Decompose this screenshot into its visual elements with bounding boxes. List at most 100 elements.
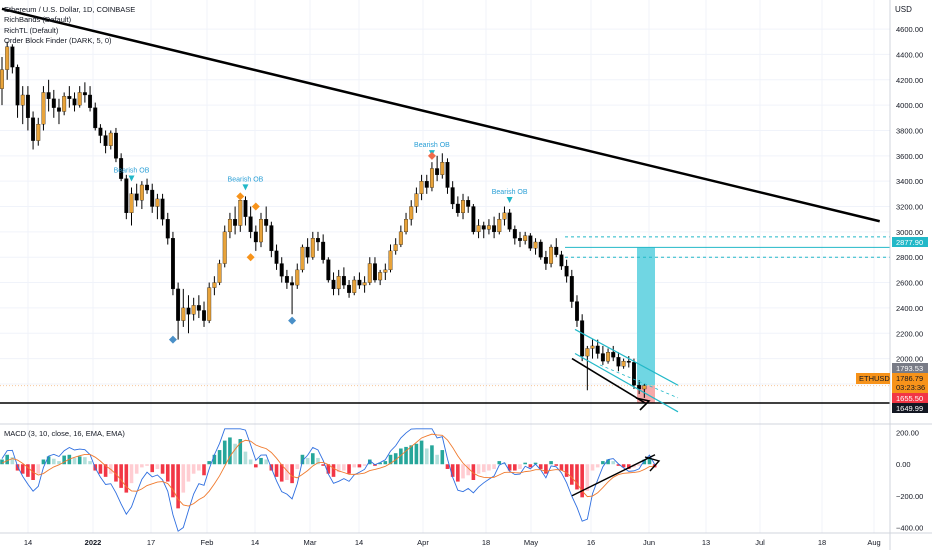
candle-down bbox=[264, 219, 269, 226]
candle-down bbox=[114, 132, 118, 159]
macd-title[interactable]: MACD (3, 10, close, 16, EMA, EMA) bbox=[4, 429, 125, 438]
candle-up bbox=[621, 360, 626, 367]
price-tick-label: 2400.00 bbox=[896, 304, 923, 313]
bearish-ob-label: Bearish OB bbox=[414, 142, 450, 149]
indicator-richbands[interactable]: RichBands (Default) bbox=[4, 15, 72, 24]
macd-hist-bar bbox=[435, 454, 439, 465]
macd-hist-bar bbox=[626, 464, 631, 469]
macd-hist-bar bbox=[279, 464, 284, 482]
macd-hist-bar bbox=[46, 456, 51, 465]
macd-hist-bar bbox=[160, 464, 165, 474]
candle-down bbox=[124, 178, 129, 214]
macd-hist-bar bbox=[492, 464, 496, 469]
macd-hist-bar bbox=[518, 464, 522, 469]
candle-up bbox=[383, 269, 388, 273]
order-blocks: Bearish OB Bearish OB Bearish OB Bearish OB bbox=[114, 142, 528, 344]
candle-down bbox=[471, 206, 476, 233]
price-tick-label: 3600.00 bbox=[896, 152, 923, 161]
candle-up bbox=[440, 162, 445, 175]
bearish-ob-marker bbox=[506, 197, 513, 204]
macd-hist-bar bbox=[409, 445, 414, 465]
candle-up bbox=[461, 200, 465, 214]
price-arrow-line bbox=[571, 357, 646, 404]
candle-up bbox=[108, 132, 113, 146]
candle-up bbox=[476, 225, 481, 233]
candle-down bbox=[25, 94, 30, 118]
macd-hist-bar bbox=[181, 464, 186, 493]
candle-up bbox=[590, 345, 595, 349]
candle-down bbox=[580, 320, 585, 357]
macd-hist-bar bbox=[336, 464, 341, 473]
symbol-title[interactable]: Ethereum / U.S. Dollar, 1D, COINBASE bbox=[4, 5, 135, 14]
macd-hist-bar bbox=[388, 454, 393, 465]
candle-down bbox=[616, 357, 621, 367]
macd-hist-bar bbox=[228, 437, 232, 465]
candle-down bbox=[575, 301, 579, 321]
candle-down bbox=[243, 200, 248, 217]
candle-down bbox=[88, 94, 93, 108]
macd-hist-bar bbox=[647, 457, 652, 465]
candle-up bbox=[20, 94, 25, 106]
target-badge-text: 2877.90 bbox=[896, 238, 923, 247]
macd-hist-bar bbox=[0, 459, 4, 465]
price-tick-label: 3200.00 bbox=[896, 203, 923, 212]
price-tick-label: 3000.00 bbox=[896, 228, 923, 237]
prev-badge-bg bbox=[892, 363, 928, 373]
candle-up bbox=[523, 235, 528, 241]
macd-hist-bar bbox=[72, 457, 77, 465]
macd-hist-bar bbox=[347, 464, 351, 474]
last-badge-bg bbox=[892, 373, 928, 393]
symbol-badge-text: ETHUSD bbox=[859, 374, 890, 383]
swing-diamond-marker bbox=[427, 151, 436, 160]
macd-hist-bar bbox=[595, 464, 600, 468]
macd-hist-bar bbox=[342, 464, 346, 471]
macd-tick-label: 0.00 bbox=[896, 460, 911, 469]
price-tick-label: 3400.00 bbox=[896, 177, 923, 186]
candle-up bbox=[212, 282, 217, 288]
macd-hist-bar bbox=[217, 450, 222, 465]
macd-hist-bar bbox=[150, 464, 155, 473]
candle-down bbox=[253, 231, 258, 243]
trend-lines bbox=[0, 7, 890, 413]
price-tick-label: 2200.00 bbox=[896, 329, 923, 338]
price-axis-ticks: 1800.002000.002200.002400.002600.002800.… bbox=[896, 25, 923, 389]
symbol-badge-bg bbox=[856, 373, 890, 384]
candle-up bbox=[404, 219, 408, 233]
time-tick-label: 17 bbox=[147, 538, 155, 547]
candle-down bbox=[512, 229, 517, 239]
candle-down bbox=[98, 127, 103, 136]
candle-down bbox=[321, 241, 326, 260]
low-badge: 1655.50 bbox=[892, 393, 928, 403]
bearish-ob-marker bbox=[242, 184, 249, 191]
candle-down bbox=[507, 212, 512, 230]
macd-hist-bar bbox=[430, 445, 434, 465]
macd-hist-bar bbox=[114, 464, 118, 482]
macd-hist-bar bbox=[466, 464, 470, 476]
macd-hist-bar bbox=[248, 459, 253, 465]
candle-down bbox=[305, 246, 310, 258]
candle-down bbox=[103, 135, 108, 146]
candle-down bbox=[331, 279, 336, 290]
macd-hist-bar bbox=[88, 461, 92, 465]
macd-hist-bar bbox=[295, 464, 300, 469]
macd-hist-bar bbox=[171, 464, 175, 498]
macd-hist-bar bbox=[290, 464, 294, 484]
macd-tick-label: −200.00 bbox=[896, 492, 923, 501]
macd-hist-bar bbox=[513, 464, 517, 471]
indicator-order-block-finder[interactable]: Order Block Finder (DARK, 5, 0) bbox=[4, 36, 112, 45]
candle-down bbox=[445, 162, 450, 188]
candle-down bbox=[632, 362, 636, 386]
price-tick-label: 2800.00 bbox=[896, 253, 923, 262]
macd-hist-bar bbox=[222, 440, 227, 465]
macd-hist-bar bbox=[331, 464, 336, 477]
macd-hist-bar bbox=[424, 448, 429, 465]
candle-down bbox=[455, 203, 460, 214]
indicator-richtl[interactable]: RichTL (Default) bbox=[4, 26, 59, 35]
macd-hist-bar bbox=[393, 453, 398, 465]
candle-down bbox=[93, 107, 98, 129]
support-badge-bg bbox=[892, 403, 928, 413]
candle-down bbox=[176, 288, 181, 321]
macd-hist-bar bbox=[197, 464, 201, 471]
macd-hist-bar bbox=[129, 464, 134, 484]
price-tick-label: 4400.00 bbox=[896, 50, 923, 59]
